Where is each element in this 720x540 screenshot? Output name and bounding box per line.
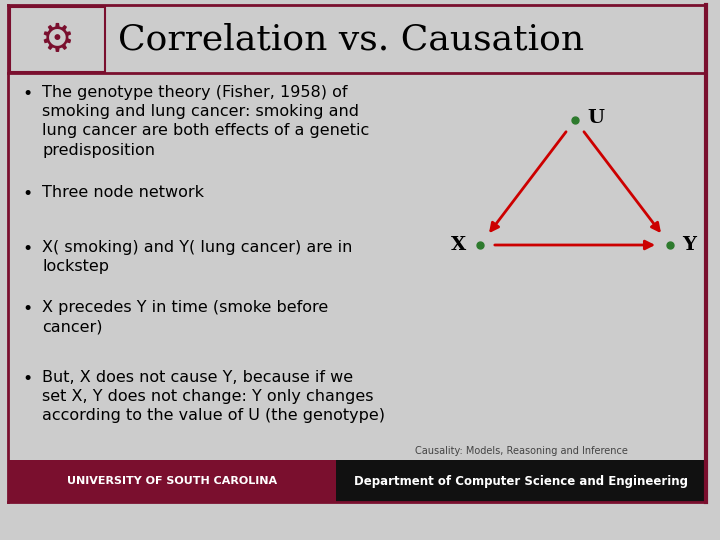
Text: The genotype theory (Fisher, 1958) of
smoking and lung cancer: smoking and
lung : The genotype theory (Fisher, 1958) of sm… — [42, 85, 369, 158]
FancyBboxPatch shape — [336, 460, 706, 502]
Text: •: • — [22, 185, 32, 203]
Text: •: • — [22, 240, 32, 258]
Text: Correlation vs. Causation: Correlation vs. Causation — [118, 23, 584, 57]
Text: ⚙: ⚙ — [40, 21, 74, 59]
FancyBboxPatch shape — [8, 460, 336, 502]
Text: Y: Y — [682, 236, 696, 254]
Text: UNIVERSITY OF SOUTH CAROLINA: UNIVERSITY OF SOUTH CAROLINA — [67, 476, 277, 486]
Text: X: X — [451, 236, 466, 254]
Text: X( smoking) and Y( lung cancer) are in
lockstep: X( smoking) and Y( lung cancer) are in l… — [42, 240, 352, 274]
FancyBboxPatch shape — [10, 7, 105, 72]
Text: •: • — [22, 300, 32, 318]
Text: •: • — [22, 85, 32, 103]
Text: Three node network: Three node network — [42, 185, 204, 200]
Text: But, X does not cause Y, because if we
set X, Y does not change: Y only changes
: But, X does not cause Y, because if we s… — [42, 370, 385, 423]
Text: •: • — [22, 370, 32, 388]
Text: Department of Computer Science and Engineering: Department of Computer Science and Engin… — [354, 475, 688, 488]
Text: X precedes Y in time (smoke before
cancer): X precedes Y in time (smoke before cance… — [42, 300, 328, 334]
Text: Causality: Models, Reasoning and Inference: Causality: Models, Reasoning and Inferen… — [415, 446, 627, 456]
Text: U: U — [587, 109, 604, 127]
